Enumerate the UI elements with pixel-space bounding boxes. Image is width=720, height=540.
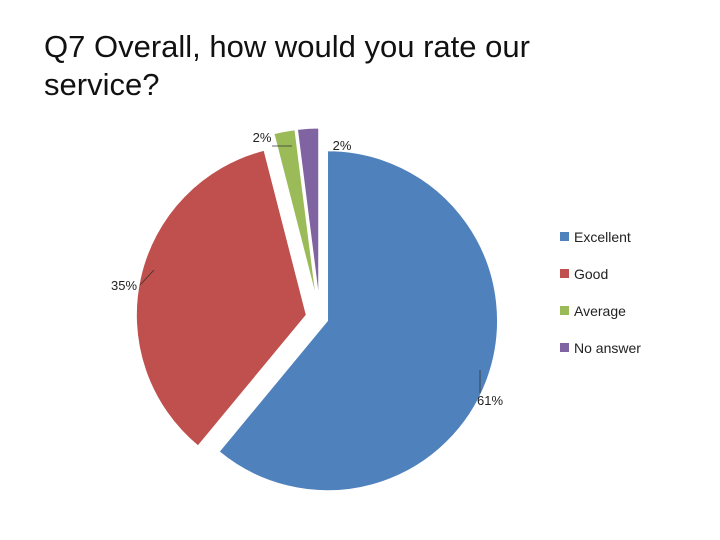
leader-line xyxy=(139,269,155,286)
legend-swatch xyxy=(560,343,569,352)
pie-slice-average xyxy=(273,129,317,299)
pie-slice-good xyxy=(135,149,307,447)
data-label: 35% xyxy=(111,278,137,293)
legend-label: Good xyxy=(574,266,608,282)
legend-label: No answer xyxy=(574,340,641,356)
pie-slice-no-answer xyxy=(296,127,320,299)
data-label: 61% xyxy=(477,393,503,408)
legend-swatch xyxy=(560,269,569,278)
legend-swatch xyxy=(560,232,569,241)
legend-label: Average xyxy=(574,303,626,319)
data-label: 2% xyxy=(333,138,352,153)
legend-label: Excellent xyxy=(574,229,631,245)
chart-title: Q7 Overall, how would you rate our servi… xyxy=(44,29,530,102)
data-label: 2% xyxy=(253,130,272,145)
legend-swatch xyxy=(560,306,569,315)
pie-slice-excellent xyxy=(218,150,498,492)
